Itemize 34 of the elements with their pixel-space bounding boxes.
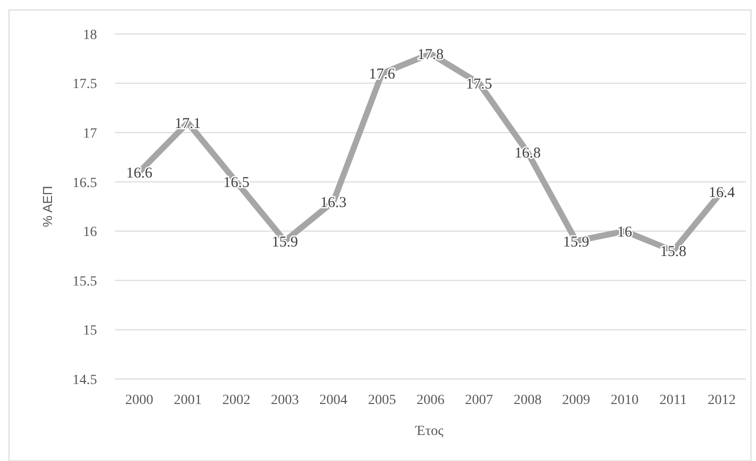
x-tick-label: 2012 — [708, 393, 736, 408]
x-axis-title: Έτος — [414, 424, 444, 439]
x-tick-label: 2000 — [125, 393, 154, 408]
y-tick-label: 17.5 — [72, 77, 97, 92]
x-tick-label: 2004 — [319, 393, 348, 408]
data-label: 15.9 — [562, 234, 590, 250]
x-tick-label: 2001 — [174, 393, 202, 408]
data-label: 16.8 — [514, 146, 541, 162]
data-label: 16.3 — [320, 194, 347, 211]
y-tick-label: 18 — [83, 28, 97, 43]
x-tick-label: 2002 — [222, 393, 250, 408]
data-label: 16.5 — [223, 175, 250, 192]
y-tick-label: 17 — [83, 126, 97, 142]
x-tick-label: 2007 — [465, 393, 494, 408]
x-tick-label: 2003 — [270, 393, 299, 408]
x-tick-label: 2008 — [514, 393, 542, 408]
x-tick-label: 2005 — [368, 393, 396, 408]
y-tick-label: 16 — [83, 225, 97, 240]
data-label: 15.9 — [272, 234, 298, 250]
x-tick-label: 2010 — [610, 393, 639, 408]
data-label: 16.4 — [708, 184, 736, 201]
x-tick-label: 2009 — [562, 393, 590, 408]
y-tick-label: 14.5 — [72, 372, 97, 388]
y-tick-label: 15 — [83, 324, 97, 339]
x-tick-label: 2006 — [416, 393, 444, 408]
y-axis-title: % ΑΕΠ — [40, 186, 55, 228]
data-label: 16.6 — [126, 165, 153, 182]
y-tick-label: 15.5 — [72, 274, 97, 290]
x-tick-label: 2011 — [659, 393, 687, 408]
data-label: 17.6 — [368, 66, 396, 83]
y-tick-label: 16.5 — [72, 176, 97, 191]
data-label: 17.5 — [466, 76, 492, 93]
data-label: 17.1 — [174, 116, 201, 132]
data-label: 15.8 — [660, 244, 686, 260]
